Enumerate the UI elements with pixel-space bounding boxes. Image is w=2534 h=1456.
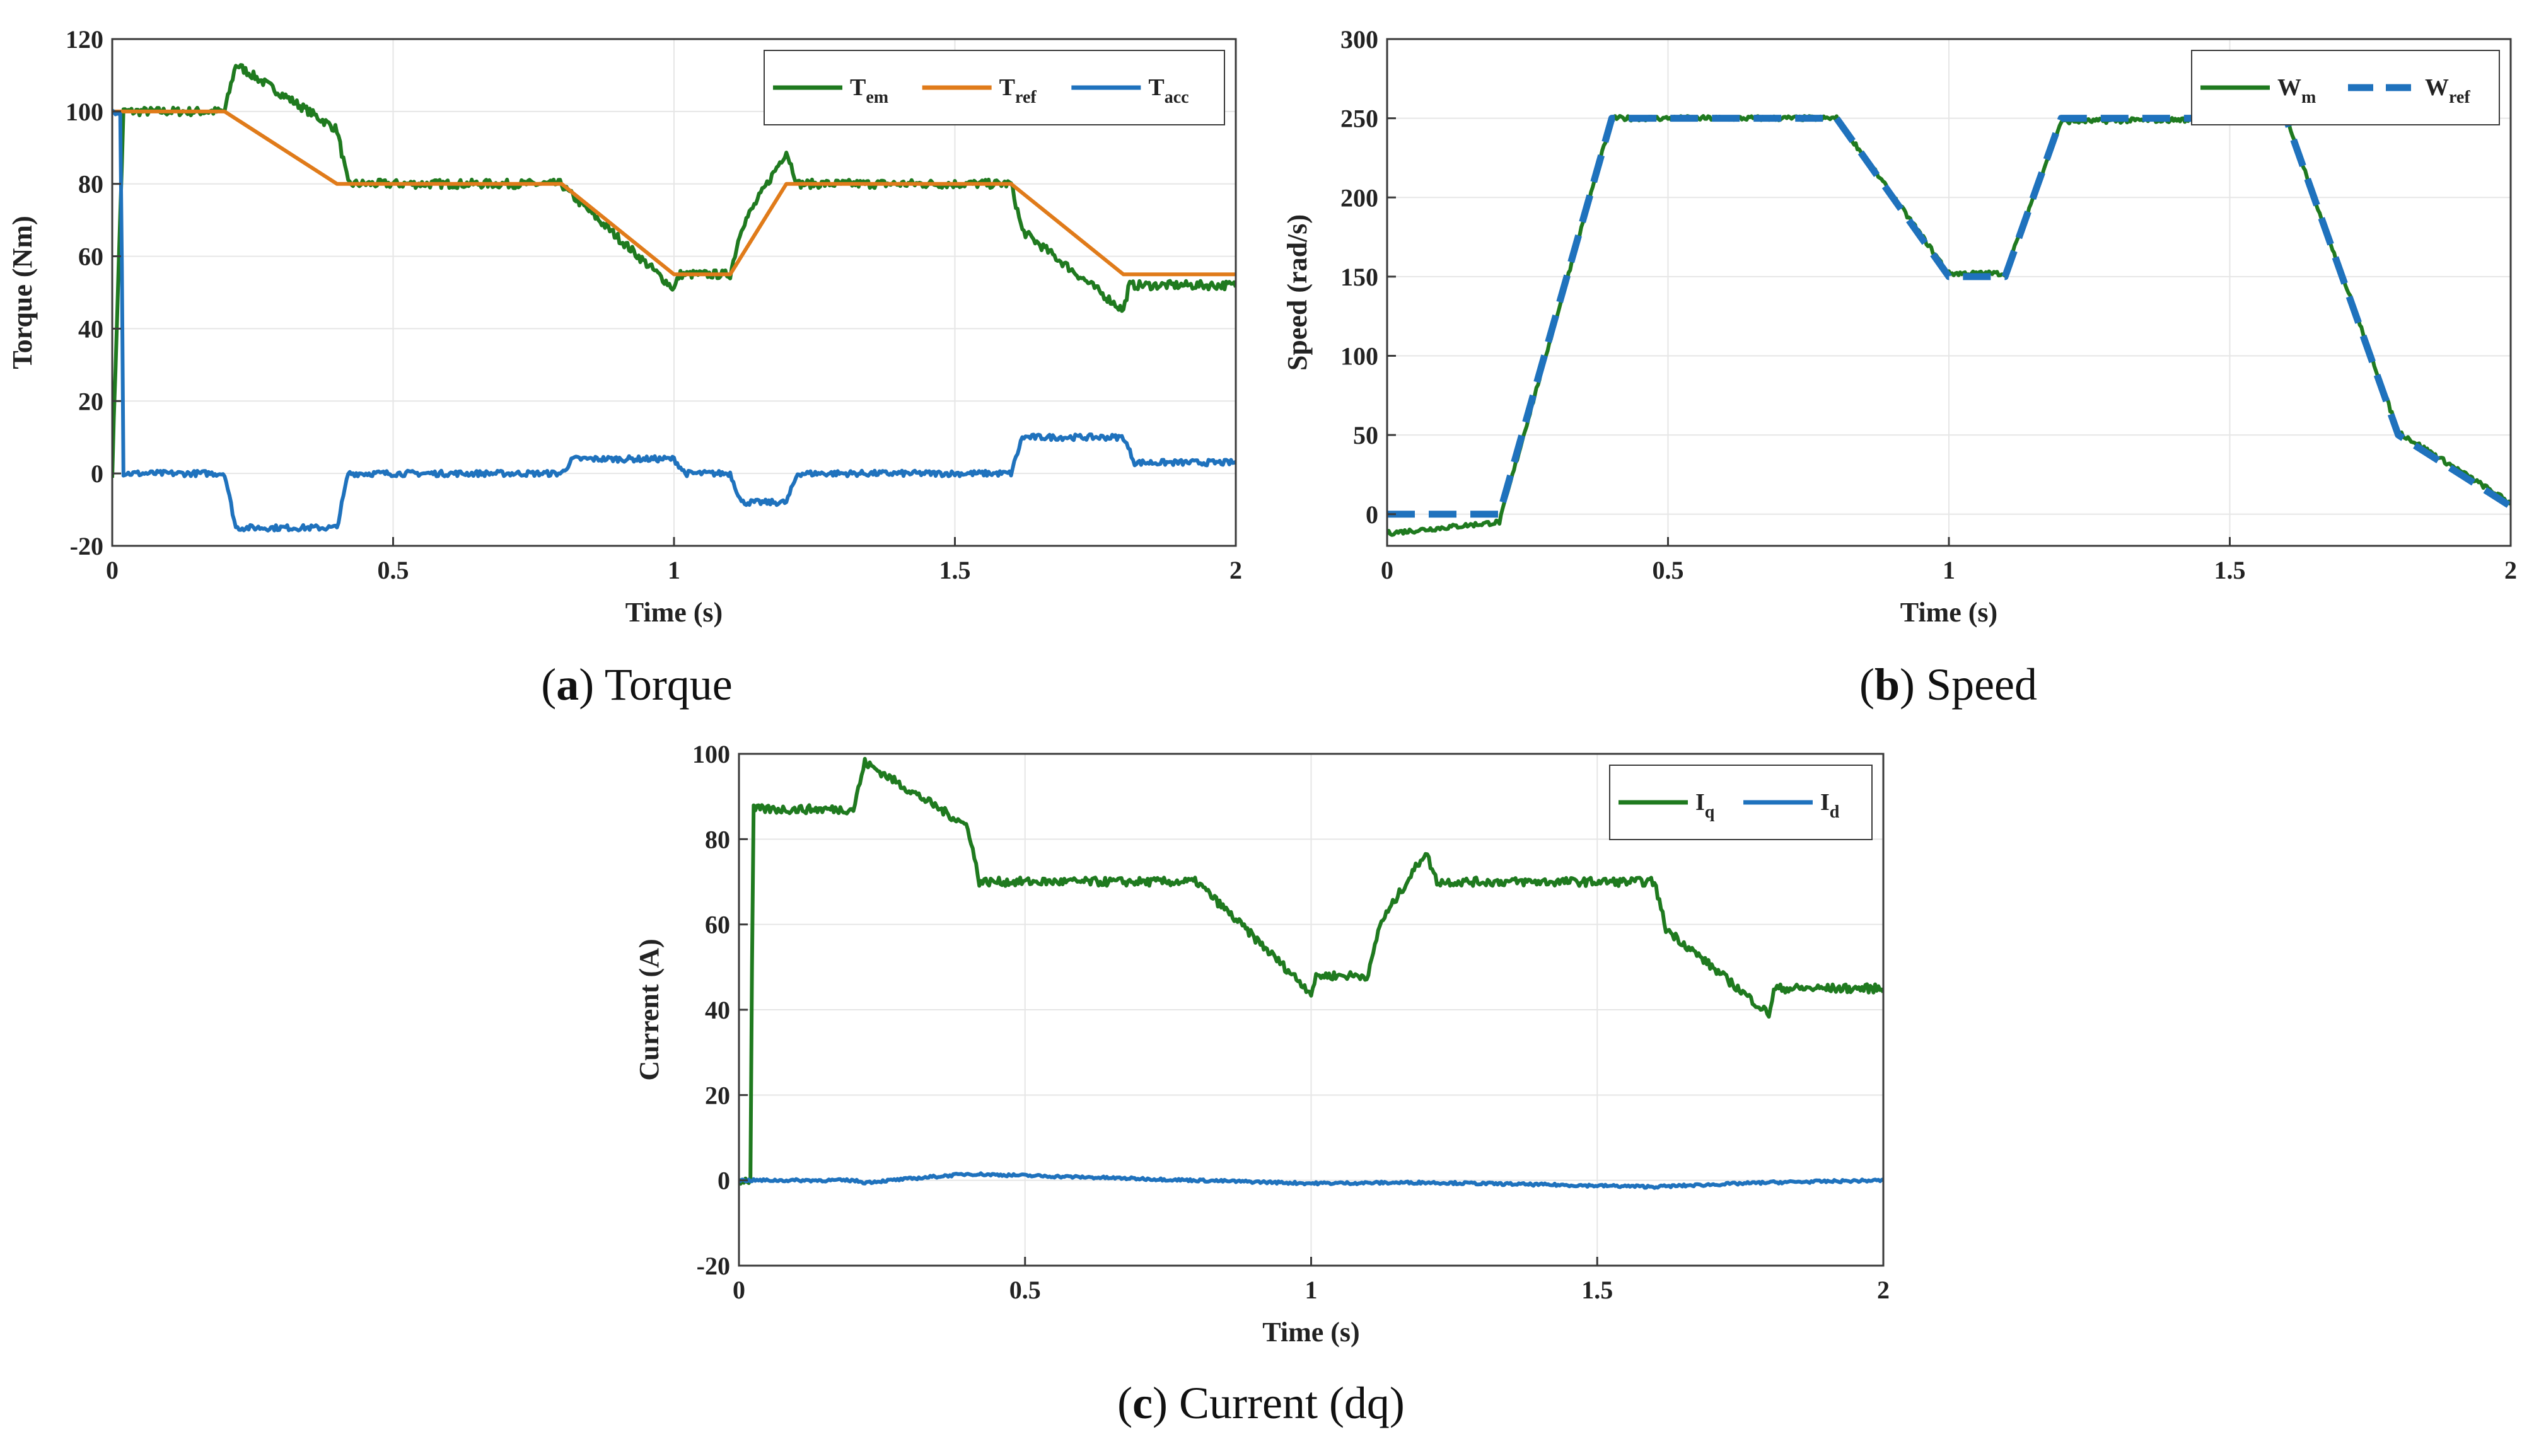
legend-label-tem: Tem xyxy=(850,74,888,107)
x-tick-label: 1.5 xyxy=(939,556,971,584)
series-line-id xyxy=(739,1171,1883,1190)
legend-label-tref: Tref xyxy=(999,74,1037,107)
legend-label-wm: Wm xyxy=(2277,74,2316,107)
panel-caption: (c) Current (dq) xyxy=(1117,1378,1405,1428)
x-tick-label: 1 xyxy=(1305,1276,1318,1304)
y-tick-label: 200 xyxy=(1340,183,1378,212)
legend: Iq Id xyxy=(1609,765,1873,840)
y-tick-label: 150 xyxy=(1340,263,1378,291)
y-axis-label: Speed (rad/s) xyxy=(1282,214,1313,371)
y-tick-label: 60 xyxy=(705,911,730,939)
y-tick-label: 0 xyxy=(718,1167,730,1195)
panel-speed: 0 0.5 1 1.5 2 0 50 100 150 200 250 300 Time (s) Speed… xyxy=(1282,25,2517,710)
legend-label-id: Id xyxy=(1820,789,1840,822)
y-tick-label: 80 xyxy=(705,825,730,853)
x-tick-label: 2 xyxy=(1229,556,1242,584)
x-axis-label: Time (s) xyxy=(1262,1317,1359,1348)
y-tick-label: -20 xyxy=(697,1252,730,1280)
y-tick-label: 40 xyxy=(705,996,730,1024)
x-tick-label: 0 xyxy=(106,556,119,584)
x-tick-label: 1 xyxy=(1943,556,1955,584)
y-tick-label: 60 xyxy=(78,243,103,271)
x-tick-label: 2 xyxy=(2504,556,2517,584)
y-tick-label: 80 xyxy=(78,170,103,199)
y-tick-label: 0 xyxy=(1366,500,1378,529)
y-tick-label: 300 xyxy=(1340,25,1378,54)
y-tick-label: 20 xyxy=(705,1081,730,1109)
legend-label-iq: Iq xyxy=(1695,789,1715,822)
legend: Wm Wref xyxy=(2191,50,2500,125)
series-line-tref xyxy=(112,109,1236,277)
x-tick-label: 1.5 xyxy=(1581,1276,1613,1304)
y-tick-label: 120 xyxy=(66,25,103,54)
y-tick-label: 100 xyxy=(692,740,730,768)
legend-label-wref: Wref xyxy=(2425,74,2470,107)
x-tick-label: 0.5 xyxy=(378,556,409,584)
y-tick-label: 250 xyxy=(1340,105,1378,133)
y-tick-label: -20 xyxy=(70,532,103,560)
y-tick-label: 0 xyxy=(91,459,103,488)
legend: Tem Tref Tacc xyxy=(764,50,1225,125)
y-tick-label: 50 xyxy=(1353,421,1378,449)
series-line-wref xyxy=(1387,115,2511,518)
series-line-tem xyxy=(112,63,1236,478)
panel-caption: (b) Speed xyxy=(1859,659,2037,710)
x-tick-label: 0.5 xyxy=(1009,1276,1041,1304)
x-tick-label: 0.5 xyxy=(1653,556,1684,584)
y-tick-label: 100 xyxy=(66,98,103,126)
x-tick-label: 2 xyxy=(1877,1276,1890,1304)
x-axis-label: Time (s) xyxy=(625,597,723,628)
legend-label-tacc: Tacc xyxy=(1148,74,1189,107)
x-axis-label: Time (s) xyxy=(1900,597,1997,628)
panel-caption: (a) Torque xyxy=(541,659,733,710)
x-tick-label: 1.5 xyxy=(2214,556,2246,584)
x-tick-label: 1 xyxy=(668,556,680,584)
y-tick-label: 40 xyxy=(78,315,103,343)
y-tick-label: 100 xyxy=(1340,342,1378,371)
y-axis-label: Torque (Nm) xyxy=(7,216,38,369)
x-tick-label: 0 xyxy=(1381,556,1393,584)
series-line-iq xyxy=(739,756,1883,1186)
y-tick-label: 20 xyxy=(78,387,103,415)
y-axis-label: Current (A) xyxy=(634,939,665,1080)
x-tick-label: 0 xyxy=(733,1276,745,1304)
series-line-tacc xyxy=(112,108,1236,533)
